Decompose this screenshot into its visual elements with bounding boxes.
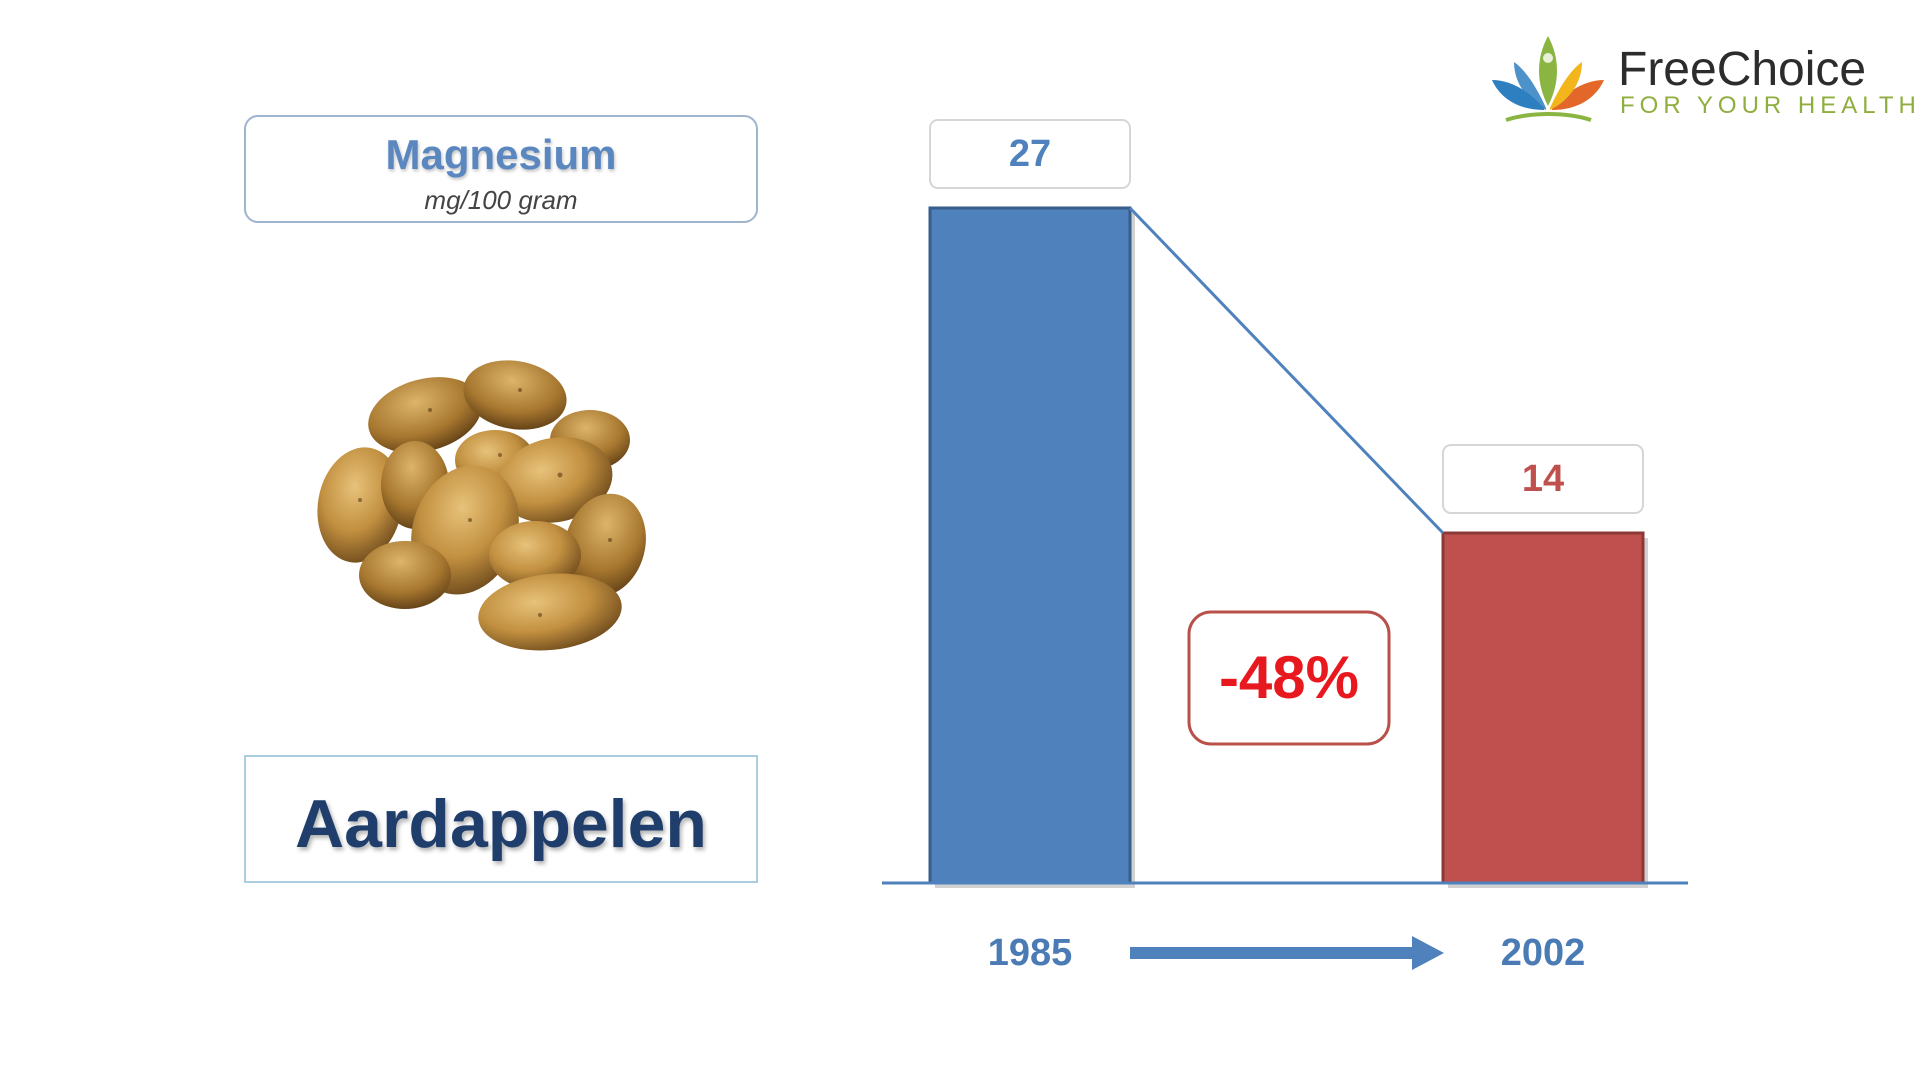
nutrient-box: Magnesium mg/100 gram <box>244 115 758 223</box>
value-label-1985: 27 <box>1009 133 1051 175</box>
bar-1985 <box>928 206 1132 885</box>
food-box: Aardappelen <box>244 755 758 883</box>
food-name: Aardappelen <box>295 786 707 862</box>
value-label-2002: 14 <box>1522 458 1564 500</box>
value-label-box <box>929 119 1131 189</box>
logo-title: FreeChoice <box>1618 43 1867 96</box>
time-arrow-head <box>1412 936 1444 970</box>
nutrient-unit: mg/100 gram <box>424 185 578 215</box>
category-label-2002: 2002 <box>1501 932 1586 974</box>
freechoice-logo-icon <box>1492 36 1604 122</box>
potatoes-image <box>317 360 646 651</box>
logo-subtitle: FOR YOUR HEALTH <box>1620 92 1921 119</box>
trend-line <box>1128 206 1445 535</box>
change-label: -48% <box>1219 644 1359 711</box>
bar-2002 <box>1441 531 1645 885</box>
change-box <box>1187 610 1391 746</box>
category-label-1985: 1985 <box>988 932 1073 974</box>
value-label-box <box>1442 444 1644 514</box>
nutrient-name: Magnesium <box>385 131 617 178</box>
